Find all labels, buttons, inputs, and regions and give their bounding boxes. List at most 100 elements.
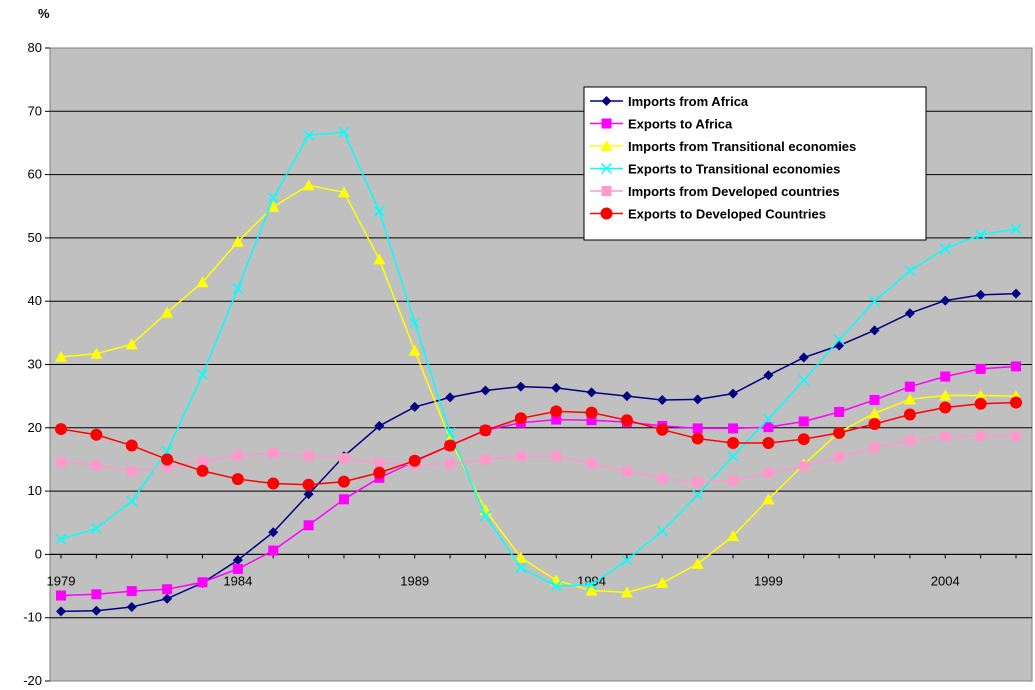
data-point — [834, 406, 845, 417]
legend-marker — [600, 207, 613, 220]
data-point — [90, 428, 103, 441]
data-point — [551, 382, 562, 393]
data-point — [302, 478, 315, 491]
legend-label: Exports to Transitional economies — [628, 162, 840, 177]
data-point — [125, 338, 138, 350]
data-point — [126, 601, 137, 612]
y-tick-label: 30 — [28, 357, 42, 372]
data-point — [939, 389, 952, 401]
legend-marker — [601, 96, 612, 106]
data-point — [303, 489, 314, 500]
data-point — [974, 397, 987, 410]
data-point — [196, 369, 209, 381]
data-point — [197, 456, 208, 467]
data-point — [939, 243, 951, 255]
data-point — [444, 427, 456, 439]
y-tick-label: 0 — [35, 546, 42, 561]
data-point — [1011, 288, 1021, 299]
data-point — [1010, 223, 1022, 235]
data-point — [692, 477, 703, 488]
data-point — [762, 493, 775, 505]
data-point — [445, 458, 456, 469]
data-point — [727, 530, 740, 542]
x-tick-label: 1989 — [400, 573, 429, 588]
series-lines — [55, 126, 1022, 617]
data-point — [231, 235, 244, 247]
series-line — [60, 131, 1017, 587]
data-point — [409, 317, 421, 329]
series-1 — [56, 288, 1021, 617]
data-point — [798, 374, 810, 386]
data-point — [231, 473, 244, 486]
data-point — [1011, 361, 1021, 372]
series-4 — [55, 126, 1022, 592]
data-point — [833, 426, 846, 439]
y-tick-label: 10 — [28, 483, 42, 498]
data-point — [126, 586, 137, 597]
data-point — [303, 129, 315, 141]
data-point — [1011, 431, 1021, 442]
legend-marker — [601, 186, 612, 196]
data-point — [268, 545, 279, 556]
data-point — [833, 334, 845, 346]
data-point — [56, 606, 66, 617]
data-point — [267, 477, 280, 490]
y-tick-label: 80 — [28, 40, 42, 55]
y-tick-label: 70 — [28, 103, 42, 118]
data-point — [903, 408, 916, 421]
data-point — [1010, 396, 1022, 409]
legend-marker — [600, 140, 613, 151]
data-point — [55, 350, 67, 362]
data-point — [975, 363, 986, 374]
data-point — [232, 450, 243, 461]
data-point — [161, 306, 174, 318]
data-point — [337, 186, 350, 198]
data-point — [162, 593, 173, 604]
data-point — [373, 466, 386, 479]
data-point — [585, 406, 598, 419]
data-point — [267, 200, 280, 212]
data-point — [691, 557, 704, 569]
data-point — [868, 418, 881, 431]
data-point — [869, 394, 880, 405]
data-point — [763, 422, 774, 433]
data-point — [515, 381, 526, 392]
data-point — [514, 412, 527, 425]
data-point — [267, 192, 279, 204]
series-line — [60, 401, 1017, 486]
data-point — [975, 289, 986, 300]
data-point — [728, 423, 739, 434]
x-tick-label: 1984 — [223, 573, 252, 588]
data-point — [373, 253, 386, 265]
data-point — [727, 450, 739, 462]
data-point — [620, 414, 633, 427]
series-line — [60, 435, 1016, 483]
x-tick-label: 2004 — [931, 573, 960, 588]
data-point — [692, 394, 703, 405]
data-point — [409, 401, 420, 412]
data-point — [657, 394, 668, 405]
data-point — [302, 179, 315, 191]
data-point — [126, 465, 137, 476]
data-point — [762, 436, 775, 449]
data-point — [55, 423, 67, 436]
data-point — [975, 229, 987, 241]
data-point — [55, 533, 67, 545]
data-point — [692, 489, 704, 501]
y-tick-label: 20 — [28, 420, 42, 435]
data-point — [551, 451, 562, 462]
data-point — [762, 413, 774, 425]
y-axis-label: % — [38, 6, 50, 21]
data-point — [868, 295, 881, 307]
x-tick-label: 1999 — [754, 573, 783, 588]
data-point — [90, 522, 102, 534]
data-point — [479, 510, 491, 522]
data-point — [196, 464, 209, 477]
data-point — [798, 416, 809, 427]
data-point — [656, 576, 669, 588]
data-point — [444, 439, 457, 452]
data-point — [869, 442, 880, 453]
data-point — [797, 433, 810, 446]
data-point — [904, 435, 915, 446]
